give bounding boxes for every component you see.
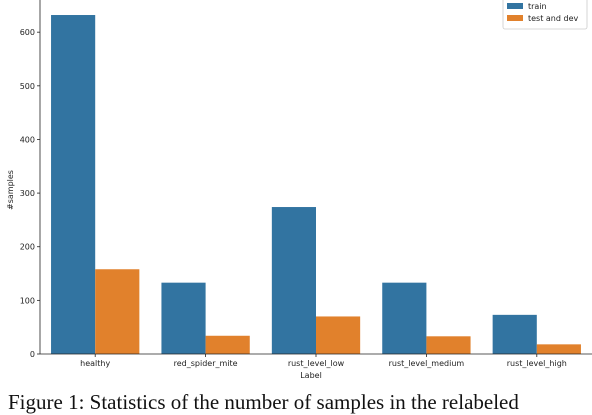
- y-tick-label: 0: [30, 350, 35, 359]
- x-tick-label: rust_level_low: [288, 359, 345, 368]
- bar-test-and-dev-rust_level_high: [536, 344, 581, 354]
- legend-swatch: [507, 3, 523, 9]
- y-tick-label: 500: [20, 82, 35, 91]
- plot-area: [51, 15, 581, 354]
- x-tick-label: red_spider_mite: [174, 359, 238, 368]
- bar-train-rust_level_medium: [382, 282, 427, 354]
- legend-swatch: [507, 15, 523, 21]
- y-axis-label: #samples: [6, 170, 15, 210]
- bar-train-rust_level_low: [271, 207, 316, 354]
- bar-chart: 0 100 200 300 400 500 600 healthy red_spider_mi…: [6, 0, 592, 380]
- x-axis: healthy red_spider_mite rust_level_low rust…: [40, 353, 592, 368]
- bar-train-healthy: [51, 15, 96, 354]
- x-tick-label: rust_level_high: [507, 359, 567, 368]
- legend-box: [502, 0, 588, 30]
- y-axis: 0 100 200 300 400 500 600: [20, 0, 41, 359]
- x-axis-label: Label: [300, 371, 322, 380]
- bar-test-and-dev-rust_level_medium: [426, 336, 471, 354]
- y-tick-label: 200: [20, 243, 35, 252]
- legend-label: test and dev: [528, 14, 579, 23]
- bar-test-and-dev-red_spider_mite: [205, 335, 250, 354]
- legend-label: train: [528, 2, 547, 11]
- bar-train-red_spider_mite: [161, 282, 206, 354]
- y-tick-label: 300: [20, 189, 35, 198]
- figure-caption: Figure 1: Statistics of the number of sa…: [8, 390, 519, 414]
- y-tick-label: 400: [20, 135, 35, 144]
- bar-train-rust_level_high: [492, 314, 537, 354]
- x-tick-label: healthy: [80, 359, 110, 368]
- legend: train test and dev: [502, 0, 588, 30]
- y-tick-label: 600: [20, 28, 35, 37]
- bar-test-and-dev-rust_level_low: [316, 316, 361, 354]
- x-tick-label: rust_level_medium: [389, 359, 465, 368]
- bar-test-and-dev-healthy: [95, 269, 140, 354]
- y-tick-label: 100: [20, 296, 35, 305]
